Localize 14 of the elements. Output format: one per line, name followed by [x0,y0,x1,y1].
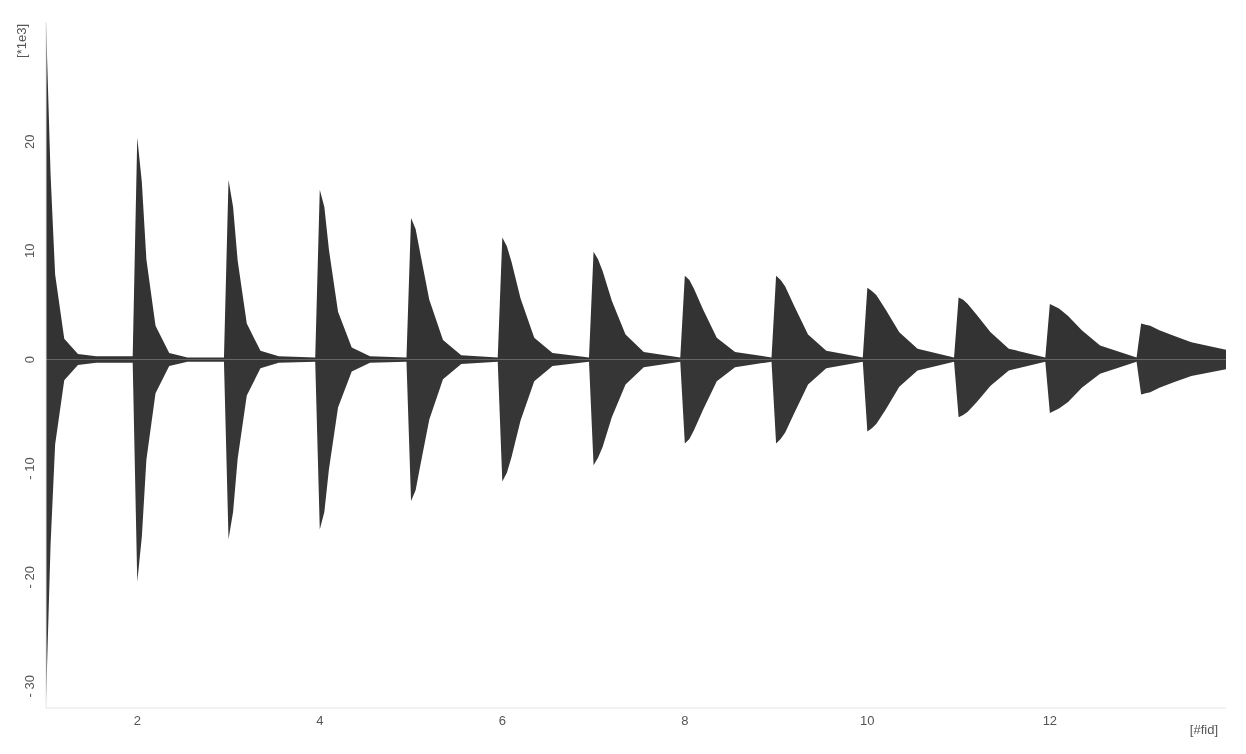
x-tick-label: 4 [316,713,324,729]
y-tick-label: 0 [22,355,37,364]
y-axis-title: [*1e3] [14,24,29,58]
x-tick-label: 10 [860,713,875,729]
y-tick-label: 10 [22,243,37,258]
x-tick-label: 12 [1042,713,1058,729]
x-tick-label: 6 [498,713,506,729]
x-axis-title: [#fid] [1189,722,1218,737]
y-tick-label: - 10 [22,457,37,480]
y-tick-label: - 30 [22,675,37,698]
x-tick-label: 2 [133,713,141,729]
x-tick-label: 8 [681,713,689,729]
y-tick-label: - 20 [22,566,37,589]
y-tick-label: 20 [22,134,37,150]
